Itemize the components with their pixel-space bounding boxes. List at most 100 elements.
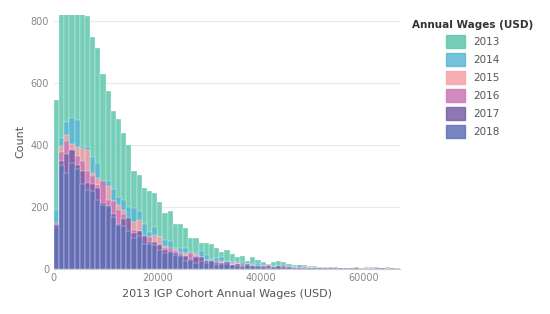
Bar xyxy=(229,265,235,268)
Bar xyxy=(194,263,199,268)
Bar xyxy=(95,48,101,268)
Bar xyxy=(162,253,168,268)
Bar xyxy=(188,252,194,268)
Bar xyxy=(317,267,322,268)
Bar xyxy=(121,133,126,268)
Bar xyxy=(136,175,142,268)
Bar xyxy=(90,176,95,268)
Bar xyxy=(296,266,302,268)
Bar xyxy=(80,161,85,268)
Bar xyxy=(162,248,168,268)
Bar xyxy=(64,122,69,268)
Bar xyxy=(271,263,276,268)
Bar xyxy=(106,91,111,268)
Bar xyxy=(85,190,90,268)
Bar xyxy=(111,189,116,268)
Bar xyxy=(142,236,147,268)
Bar xyxy=(188,238,194,268)
Bar xyxy=(168,251,173,268)
Bar xyxy=(224,262,229,268)
Bar xyxy=(219,257,224,268)
Bar xyxy=(80,148,85,268)
Bar xyxy=(85,147,90,268)
Bar xyxy=(281,266,287,268)
Bar xyxy=(152,192,157,268)
Bar xyxy=(276,266,281,268)
Bar xyxy=(245,266,250,268)
Bar xyxy=(111,201,116,268)
Bar xyxy=(240,265,245,268)
Bar xyxy=(90,157,95,268)
Bar xyxy=(261,266,266,268)
Bar xyxy=(255,266,261,268)
Bar xyxy=(147,232,152,268)
Bar xyxy=(162,213,168,268)
Bar xyxy=(224,262,229,268)
Bar xyxy=(80,171,85,268)
Bar xyxy=(261,263,266,268)
Bar xyxy=(204,243,209,268)
Bar xyxy=(147,244,152,268)
Bar xyxy=(229,254,235,268)
Bar xyxy=(240,264,245,268)
Bar xyxy=(54,223,59,268)
Bar xyxy=(245,261,250,268)
Bar xyxy=(95,178,101,268)
Bar xyxy=(235,257,240,268)
Bar xyxy=(178,255,183,268)
Bar xyxy=(95,188,101,268)
Bar xyxy=(95,163,101,268)
Bar xyxy=(245,266,250,268)
Bar xyxy=(194,256,199,268)
Bar xyxy=(75,169,80,268)
Bar xyxy=(183,256,188,268)
Bar xyxy=(59,146,64,268)
Bar xyxy=(106,186,111,268)
Bar xyxy=(188,259,194,268)
Bar xyxy=(229,265,235,268)
Bar xyxy=(235,264,240,268)
Bar xyxy=(266,266,271,268)
Bar xyxy=(183,253,188,268)
Bar xyxy=(384,267,390,268)
Bar xyxy=(235,264,240,268)
Bar xyxy=(147,237,152,268)
Bar xyxy=(292,267,296,268)
Bar xyxy=(85,16,90,268)
Bar xyxy=(224,264,229,268)
Bar xyxy=(209,260,214,268)
Bar xyxy=(204,263,209,268)
Bar xyxy=(121,209,126,268)
Bar xyxy=(178,224,183,268)
Bar xyxy=(121,225,126,268)
Bar xyxy=(235,266,240,268)
Bar xyxy=(261,266,266,268)
Bar xyxy=(136,211,142,268)
Bar xyxy=(209,262,214,268)
Bar xyxy=(296,265,302,268)
Bar xyxy=(276,267,281,268)
Bar xyxy=(302,267,307,268)
Bar xyxy=(142,241,147,268)
Bar xyxy=(101,74,106,268)
Bar xyxy=(101,182,106,268)
Bar xyxy=(178,256,183,268)
Bar xyxy=(59,152,64,268)
Bar xyxy=(152,245,157,268)
Bar xyxy=(131,208,136,268)
Bar xyxy=(54,223,59,268)
X-axis label: 2013 IGP Cohort Annual Wages (USD): 2013 IGP Cohort Annual Wages (USD) xyxy=(122,289,332,299)
Bar xyxy=(80,0,85,268)
Bar xyxy=(266,265,271,268)
Bar xyxy=(276,267,281,268)
Bar xyxy=(219,262,224,268)
Bar xyxy=(152,242,157,268)
Bar xyxy=(245,265,250,268)
Bar xyxy=(245,264,250,268)
Bar xyxy=(59,161,64,268)
Bar xyxy=(116,225,121,268)
Bar xyxy=(121,200,126,268)
Bar xyxy=(204,260,209,268)
Bar xyxy=(255,266,261,268)
Bar xyxy=(219,252,224,268)
